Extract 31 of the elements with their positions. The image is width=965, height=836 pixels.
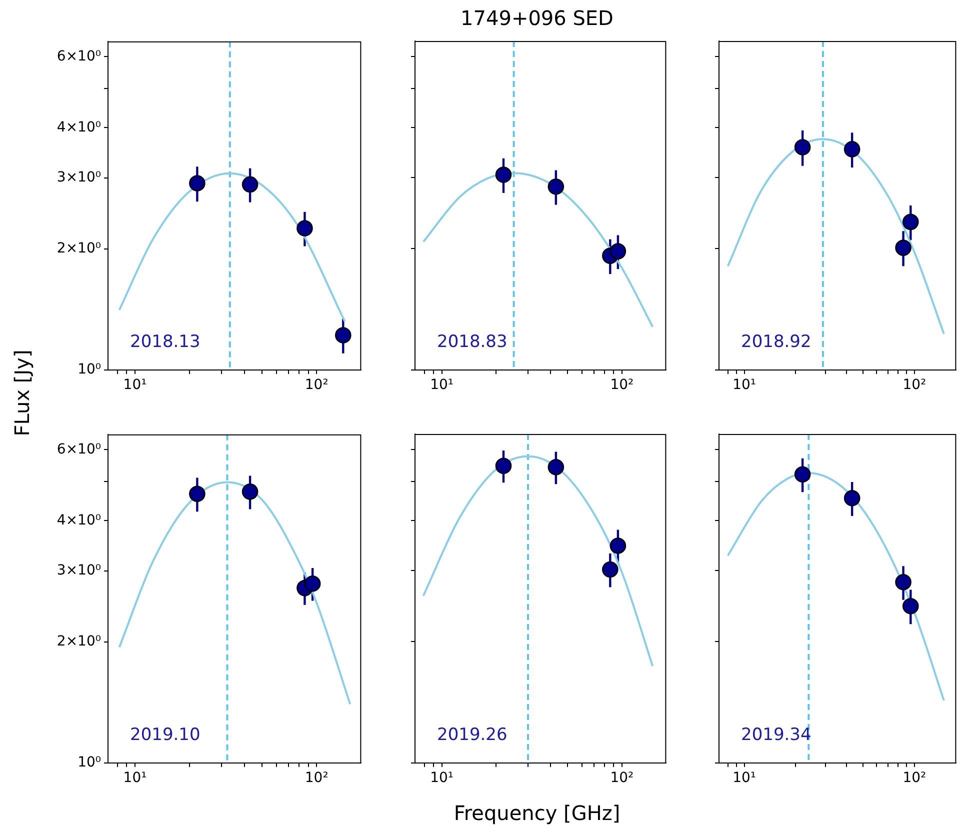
y-tick-label: 10⁰ [78, 754, 102, 771]
annotation: 2019.26 [437, 725, 508, 745]
x-tick-label: 10² [304, 770, 328, 786]
chart-title: 1749+096 SED [460, 6, 614, 30]
x-tick-label: 10² [610, 377, 634, 394]
y-tick-label: 4×10⁰ [56, 512, 102, 528]
y-tick-label: 6×10⁰ [56, 48, 102, 64]
y-tick-label: 6×10⁰ [56, 441, 102, 458]
annotation: 2018.92 [741, 332, 812, 352]
x-tick-label: 10¹ [430, 377, 454, 394]
x-tick-label: 10¹ [732, 377, 756, 394]
y-tick-label: 4×10⁰ [56, 119, 102, 136]
y-tick-label: 10⁰ [78, 362, 102, 378]
x-axis-title: Frequency [GHz] [454, 801, 620, 825]
x-tick-label: 10¹ [430, 770, 454, 786]
y-tick-label: 2×10⁰ [56, 240, 102, 256]
x-tick-label: 10² [902, 770, 926, 786]
x-tick-label: 10² [610, 770, 634, 786]
annotation: 2019.34 [741, 725, 812, 745]
y-tick-label: 2×10⁰ [56, 633, 102, 650]
x-tick-label: 10² [304, 377, 328, 394]
x-tick-label: 10¹ [123, 770, 147, 786]
x-tick-label: 10² [902, 377, 926, 394]
x-tick-label: 10¹ [123, 377, 147, 394]
y-tick-label: 3×10⁰ [56, 562, 102, 579]
y-axis-title: FLux [Jy] [10, 350, 34, 436]
annotation: 2019.10 [130, 725, 200, 745]
annotation: 2018.83 [437, 332, 508, 352]
y-tick-label: 3×10⁰ [56, 170, 102, 186]
x-tick-label: 10¹ [732, 770, 756, 786]
annotation: 2018.13 [130, 332, 200, 352]
